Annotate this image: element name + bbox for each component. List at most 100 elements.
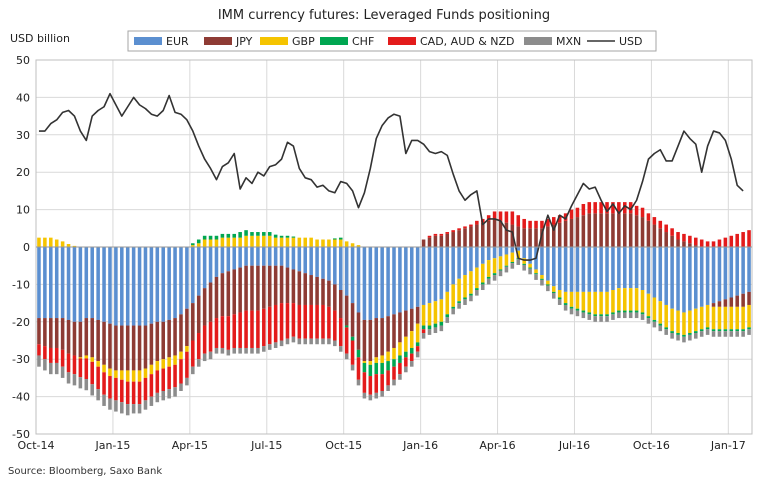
bar-eur [149,247,154,324]
x-tick-label: Jul-15 [250,439,282,452]
bar-jpy [504,222,509,247]
bar-mxn [463,299,467,305]
bar-mxn [362,392,367,399]
y-tick-label: -50 [12,428,30,441]
bar-cad-aud-nzd [557,215,562,223]
bar-gbp [551,286,556,292]
bar-jpy [551,224,556,247]
bar-chf [522,263,526,265]
source-note: Source: Bloomberg, Saxo Bank [8,466,162,477]
bar-jpy [386,316,390,352]
bar-eur [463,247,467,276]
bar-mxn [569,308,574,315]
bar-mxn [96,389,100,401]
bar-jpy [599,213,603,247]
bar-cad-aud-nzd [735,233,739,247]
bar-mxn [143,400,148,410]
bar-jpy [238,267,242,313]
bar-gbp [374,357,379,363]
bar-jpy [327,280,331,307]
bar-chf [682,334,686,337]
bar-chf [333,238,337,240]
bar-gbp [664,304,668,328]
bar-cad-aud-nzd [528,220,532,229]
legend-swatch [524,37,552,45]
bar-eur [167,247,171,320]
bar-jpy [185,308,189,347]
bar-gbp [149,364,154,375]
bar-chf [569,306,574,309]
bar-mxn [380,390,384,397]
bar-chf [741,329,745,332]
bar-chf [652,319,657,322]
bar-cad-aud-nzd [421,329,426,334]
bar-jpy [315,276,319,305]
bar-mxn [78,377,83,389]
bar-gbp [250,235,254,247]
bar-eur [84,247,89,319]
bar-jpy [303,273,308,305]
bar-mxn [167,389,171,399]
bars [37,202,751,416]
bar-eur [717,247,722,302]
bar-mxn [492,275,497,281]
bar-mxn [528,268,532,275]
bar-chf [587,312,592,315]
bar-gbp [137,370,142,382]
bar-gbp [220,237,225,247]
bar-chf [208,235,213,240]
bar-jpy [78,321,83,358]
bar-gbp [711,306,716,330]
bar-eur [267,247,272,266]
bar-mxn [173,387,177,397]
bar-eur [220,247,225,274]
bar-cad-aud-nzd [214,318,219,348]
bar-eur [191,247,195,304]
bar-cad-aud-nzd [640,207,645,218]
bar-mxn [202,353,207,362]
bar-jpy [711,303,716,307]
bar-eur [640,247,645,291]
bar-cad-aud-nzd [125,381,130,405]
bar-gbp [747,304,751,328]
bar-eur [682,247,686,313]
y-tick-label: 30 [16,129,30,142]
bar-gbp [652,297,657,320]
bar-mxn [262,346,266,352]
bar-gbp [457,278,461,302]
bar-mxn [315,338,319,345]
bar-mxn [504,266,509,273]
bar-mxn [279,340,284,347]
bar-gbp [368,361,373,365]
bar-gbp [315,239,319,247]
bar-gbp [640,290,645,313]
bar-mxn [575,310,580,317]
bar-jpy [338,290,343,319]
bar-eur [658,247,663,302]
bar-mxn [516,259,521,265]
bar-cad-aud-nzd [486,215,491,221]
bar-chf [338,237,343,240]
bar-jpy [652,224,657,247]
bar-gbp [623,288,627,311]
bar-jpy [522,228,526,247]
bar-eur [108,247,112,324]
bar-jpy [137,325,142,371]
bar-mxn [415,351,420,358]
bar-eur [427,247,432,304]
legend-label: JPY [235,35,253,48]
bar-cad-aud-nzd [291,303,296,337]
bar-mxn [398,374,402,380]
bar-cad-aud-nzd [445,232,450,234]
legend-swatch [320,37,348,45]
bar-jpy [433,235,438,247]
bar-cad-aud-nzd [551,217,556,225]
bar-eur [356,247,361,313]
bar-eur [670,247,674,309]
bar-mxn [392,379,396,386]
bar-cad-aud-nzd [409,353,414,362]
bar-gbp [463,275,467,298]
bar-eur [137,247,142,326]
bar-eur [72,247,77,322]
bar-mxn [427,329,432,335]
